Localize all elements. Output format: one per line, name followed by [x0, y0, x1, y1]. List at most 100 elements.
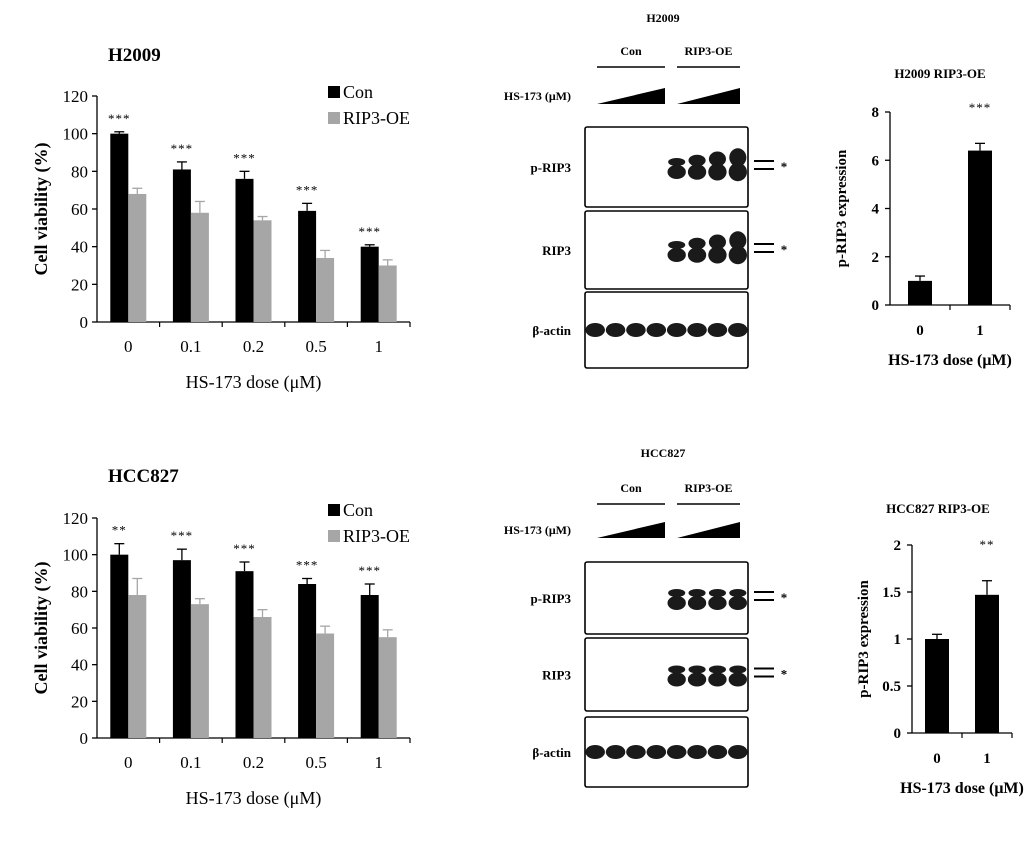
blot_top-blot-frame: [584, 210, 749, 290]
quant_top-bar: [968, 150, 992, 305]
viab_bot-y-tick-label: 40: [71, 656, 88, 675]
viab_bot-bar-rip3-oe: [190, 604, 209, 738]
quant_bot-significance: **: [980, 537, 995, 552]
viab_bot-significance: ***: [296, 558, 319, 573]
viab_bot-bar-con: [110, 554, 129, 738]
blot_bot-blot-frame: [584, 637, 749, 712]
quant_bot-x-tick-label: 1: [983, 751, 991, 767]
quant_bot-y-tick-label: 2: [894, 538, 902, 554]
blot_top-band-actin: [687, 323, 707, 337]
viab_top-x-tick-label: 0: [124, 337, 133, 356]
blot_top-band-lower: [667, 248, 686, 262]
blot_top-dose-label: HS-173 (μM): [504, 89, 571, 103]
blot_bot-band-upper: [668, 589, 686, 597]
blot_bot-band-lower: [667, 596, 686, 610]
blot_bot-blot-frame: [584, 561, 749, 635]
blot_bot-band-actin: [626, 745, 646, 759]
blot_top-row-label: RIP3: [542, 243, 571, 258]
quant_bot-x-tick-label: 0: [933, 751, 941, 767]
blot_top-band-upper: [668, 241, 686, 249]
quant_top-y-tick-label: 4: [872, 202, 880, 218]
blot_bot-title: HCC827: [641, 446, 686, 460]
quant_top-y-tick-label: 0: [872, 298, 880, 314]
quant_bot-bar: [975, 594, 999, 733]
viab_bot-bar-con: [360, 595, 379, 738]
viab_top-bar-rip3-oe: [253, 220, 272, 322]
quant_top-x-axis-label: HS-173 dose (μM): [888, 352, 1012, 369]
blot_bot-band-upper: [708, 589, 726, 597]
quant_top-y-tick-label: 6: [872, 153, 880, 169]
viab_top-significance: ***: [108, 111, 131, 126]
viab_bot-x-tick-label: 1: [374, 753, 383, 772]
blot_top-band-lower: [728, 245, 747, 265]
quant_bot-title: HCC827 RIP3-OE: [886, 501, 990, 516]
blot_bot-band-upper: [729, 589, 747, 597]
blot_top-band-upper: [708, 234, 726, 250]
quant_top-y-tick-label: 8: [872, 105, 880, 121]
blot_bot-row-label: β-actin: [532, 745, 571, 760]
quant_bot-x-axis-label: HS-173 dose (μM): [900, 780, 1024, 797]
viab_bot-significance: ***: [358, 563, 381, 578]
blot_top-band-upper: [729, 148, 747, 167]
blot_top-band-lower: [687, 247, 707, 263]
viab_top-significance: ***: [358, 224, 381, 239]
viab_bot-x-tick-label: 0.2: [243, 753, 264, 772]
viab_bot-y-tick-label: 20: [71, 692, 88, 711]
viab_top-x-tick-label: 0.2: [243, 337, 264, 356]
blot_bot-band-lower: [687, 672, 707, 687]
blot_top-dose-wedge: [597, 88, 665, 104]
quant_top-y-axis-label: p-RIP3 expression: [834, 149, 850, 267]
blot_top-band-upper: [708, 151, 726, 167]
blot_bot-row-label: p-RIP3: [531, 591, 572, 606]
blot_bot-blot-frame: [584, 716, 749, 788]
viab_top-significance: ***: [296, 182, 319, 197]
quant_top-title: H2009 RIP3-OE: [894, 66, 985, 81]
blot_bot-group-label: Con: [620, 481, 642, 495]
viab_bot-y-tick-label: 100: [63, 546, 89, 565]
viab_top-y-tick-label: 80: [71, 162, 88, 181]
blot_top-marker-star: *: [781, 242, 788, 257]
quant_bot-bar: [925, 639, 949, 733]
blot_top-band-lower: [667, 165, 686, 179]
blot_top-group-label: RIP3-OE: [685, 44, 733, 58]
blot_bot-band-actin: [687, 745, 707, 759]
quant_top-x-tick-label: 0: [916, 323, 924, 339]
viab_top-y-axis-label: Cell viability (%): [31, 143, 52, 276]
viab_top-legend-label: Con: [343, 82, 373, 102]
quant_bot-y-tick-label: 0: [894, 726, 902, 742]
viab_bot-x-tick-label: 0.1: [180, 753, 201, 772]
quant_top-x-tick-label: 1: [976, 323, 984, 339]
blot_top-band-upper: [688, 237, 706, 250]
blot_bot-band-lower: [708, 672, 727, 687]
quant_bot-y-tick-label: 0.5: [882, 679, 901, 695]
viab_top-legend-swatch: [328, 86, 340, 98]
viab_bot-y-tick-label: 120: [63, 509, 89, 528]
viab_bot-bar-rip3-oe: [316, 633, 335, 738]
viab_top-bar-con: [360, 246, 379, 322]
viab_bot-y-axis-label: Cell viability (%): [31, 562, 52, 695]
blot_top-title: H2009: [646, 11, 679, 25]
blot_bot-group-label: RIP3-OE: [685, 481, 733, 495]
viab_bot-bar-con: [235, 571, 254, 738]
viab_bot-significance: ***: [171, 528, 194, 543]
viab_top-y-tick-label: 60: [71, 200, 88, 219]
viab_top-bar-rip3-oe: [190, 212, 209, 322]
viab_top-title: H2009: [108, 45, 161, 66]
viab_top-y-tick-label: 40: [71, 238, 88, 257]
blot_bot-row-label: RIP3: [542, 668, 571, 683]
viab_top-x-axis-label: HS-173 dose (μM): [186, 372, 322, 393]
blot_bot-band-actin: [666, 745, 687, 759]
blot_bot-band-actin: [707, 745, 728, 759]
viab_top-bar-rip3-oe: [378, 265, 397, 322]
blot_bot-band-lower: [687, 596, 707, 610]
blot_bot-band-actin: [605, 745, 626, 759]
viab_bot-bar-con: [298, 584, 317, 738]
quant_bot-y-axis-label: p-RIP3 expression: [856, 580, 872, 698]
blot_top-band-actin: [605, 323, 626, 337]
blot_top-band-lower: [708, 163, 727, 181]
viab_bot-bar-rip3-oe: [378, 637, 397, 738]
viab_bot-legend-label: Con: [343, 500, 373, 520]
viab_top-bar-con: [172, 169, 191, 322]
viab_bot-bar-rip3-oe: [253, 617, 272, 738]
quant_top-bar: [908, 280, 932, 305]
